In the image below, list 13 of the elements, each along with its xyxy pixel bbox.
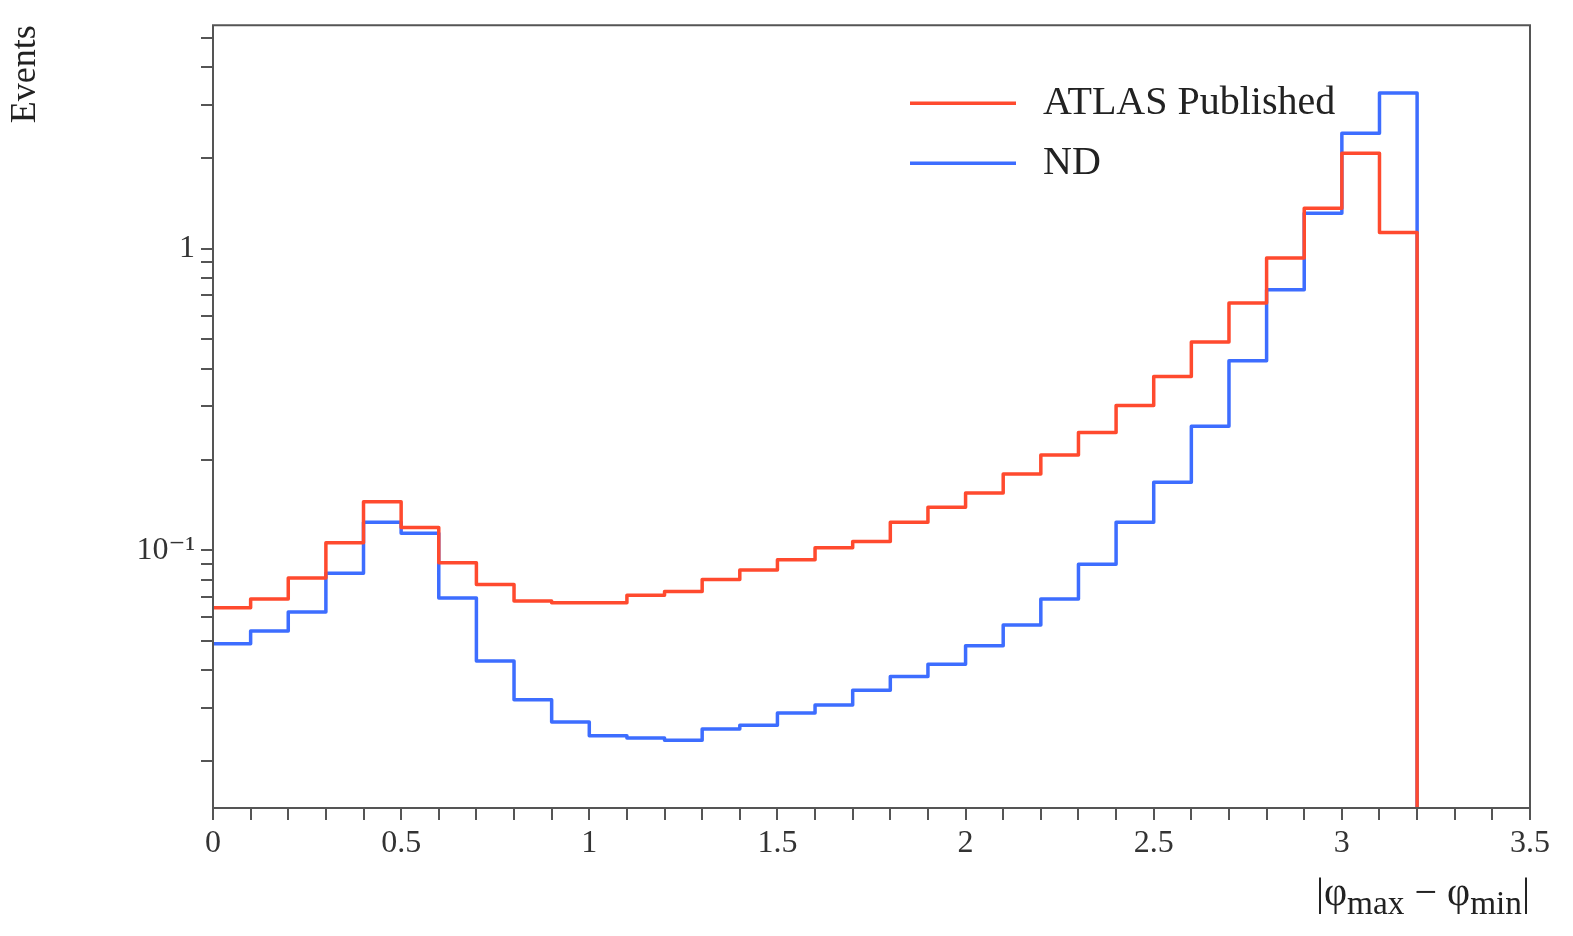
x-tick-label: 3 <box>1333 822 1350 859</box>
y-tick-label: 10⁻¹ <box>136 529 195 566</box>
x-axis-title: |φ$_{max}$ − φ$_{min}$| <box>1315 868 1530 922</box>
x-tick-label: 2 <box>957 822 974 859</box>
legend-label: ND <box>1043 137 1101 183</box>
legend-label: ATLAS Published <box>1043 77 1336 123</box>
x-tick-label: 2.5 <box>1133 822 1174 859</box>
x-tick-label: 1.5 <box>757 822 798 859</box>
x-tick-label: 3.5 <box>1510 822 1550 859</box>
x-tick-label: 0.5 <box>381 822 422 859</box>
x-tick-label: 1 <box>581 822 598 859</box>
y-axis-title: Events <box>3 25 44 124</box>
x-tick-label: 0 <box>205 822 221 859</box>
